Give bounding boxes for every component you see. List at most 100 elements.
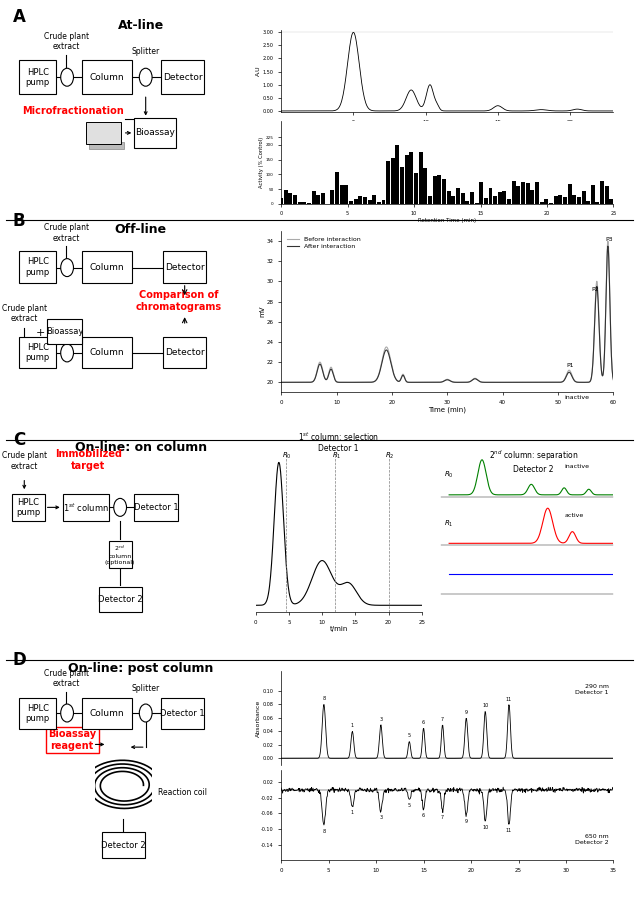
Bar xyxy=(419,152,423,204)
Bar xyxy=(488,189,493,204)
Text: HPLC
pump: HPLC pump xyxy=(26,258,50,277)
Bar xyxy=(596,202,599,204)
Before interaction xyxy=(610,374,617,385)
Y-axis label: Activity (% Control): Activity (% Control) xyxy=(259,136,265,189)
Text: 11: 11 xyxy=(506,697,512,701)
Bar xyxy=(502,191,507,204)
Text: Immobilized
target: Immobilized target xyxy=(55,449,121,471)
Text: $R_0$: $R_0$ xyxy=(444,471,454,480)
After interaction xyxy=(311,373,319,383)
Text: 6: 6 xyxy=(422,720,425,726)
Line: After interaction: After interaction xyxy=(281,246,613,383)
Bar xyxy=(493,197,497,204)
Bar xyxy=(456,188,460,204)
Before interaction xyxy=(311,373,319,383)
Bar xyxy=(288,193,293,204)
Text: HPLC
pump: HPLC pump xyxy=(16,497,40,517)
Bar xyxy=(330,189,334,204)
Text: Detector 2: Detector 2 xyxy=(98,595,143,604)
Text: C: C xyxy=(13,430,25,448)
Text: Bioassay: Bioassay xyxy=(135,128,175,137)
X-axis label: (Activity by fraction): (Activity by fraction) xyxy=(415,127,479,131)
Text: inactive: inactive xyxy=(564,395,589,400)
Before interaction xyxy=(277,377,285,388)
Legend: Before interaction, After interaction: Before interaction, After interaction xyxy=(284,233,364,251)
Text: inactive: inactive xyxy=(564,464,589,469)
Bar xyxy=(540,202,544,204)
Text: Crude plant
extract: Crude plant extract xyxy=(44,669,89,688)
Bar xyxy=(377,202,381,204)
After interaction xyxy=(536,377,544,388)
Bar xyxy=(507,199,511,204)
Before interaction xyxy=(543,377,550,388)
Bar xyxy=(544,199,548,204)
Bar xyxy=(465,201,469,204)
Text: Bioassay
reagent: Bioassay reagent xyxy=(48,729,96,751)
Text: Column: Column xyxy=(89,73,124,82)
Text: 9: 9 xyxy=(465,710,468,715)
Text: Off-line: Off-line xyxy=(114,224,167,236)
Title: 1$^{st}$ column: selection
Detector 1: 1$^{st}$ column: selection Detector 1 xyxy=(298,430,380,453)
Bar xyxy=(316,195,320,204)
Bar xyxy=(586,200,590,204)
Y-axis label: mV: mV xyxy=(259,306,265,317)
Text: B: B xyxy=(13,212,26,230)
Before interaction xyxy=(424,377,431,388)
Bar xyxy=(498,191,502,204)
After interaction xyxy=(412,377,419,388)
Text: On-line: on column: On-line: on column xyxy=(75,441,206,453)
Text: 9: 9 xyxy=(465,819,468,824)
Bar xyxy=(610,199,613,204)
Text: $R_2$: $R_2$ xyxy=(385,451,395,461)
Before interaction xyxy=(604,236,612,247)
Text: 290 nm
Detector 1: 290 nm Detector 1 xyxy=(575,684,609,695)
Text: 5: 5 xyxy=(408,734,411,738)
Bar xyxy=(363,198,367,204)
Text: P1: P1 xyxy=(566,363,574,368)
After interaction xyxy=(610,374,617,385)
Text: 3: 3 xyxy=(380,815,382,821)
Text: At-line: At-line xyxy=(118,19,164,31)
Bar xyxy=(298,201,302,204)
Line: Before interaction: Before interaction xyxy=(281,242,613,383)
Text: Bioassay: Bioassay xyxy=(46,327,84,336)
Text: On-line: post column: On-line: post column xyxy=(68,662,213,674)
Text: Comparison of
chromatograms: Comparison of chromatograms xyxy=(136,290,222,312)
Bar xyxy=(470,192,474,204)
Bar xyxy=(284,189,288,204)
Bar xyxy=(461,193,465,204)
Text: 10: 10 xyxy=(482,824,488,830)
Text: Detector: Detector xyxy=(165,348,204,357)
Text: Detector 2: Detector 2 xyxy=(101,841,146,850)
After interaction xyxy=(505,377,513,388)
Text: Reaction coil: Reaction coil xyxy=(158,788,208,797)
Text: 10: 10 xyxy=(482,703,488,709)
Text: HPLC
pump: HPLC pump xyxy=(26,343,50,362)
Bar xyxy=(535,182,539,204)
Bar xyxy=(563,198,567,204)
After interaction xyxy=(424,377,431,388)
Bar xyxy=(530,189,534,204)
Text: $R_2$: $R_2$ xyxy=(444,743,454,753)
Text: 2$^{nd}$ column: separation
Detector 2: 2$^{nd}$ column: separation Detector 2 xyxy=(489,449,578,474)
Text: Microfractionation: Microfractionation xyxy=(22,106,125,116)
Text: Column: Column xyxy=(89,262,124,272)
Text: +: + xyxy=(36,328,45,338)
Bar xyxy=(479,182,483,204)
Bar xyxy=(558,195,562,204)
Text: Detector 1: Detector 1 xyxy=(160,709,205,718)
Text: Detector: Detector xyxy=(165,262,204,272)
Bar xyxy=(451,196,455,204)
Text: HPLC
pump: HPLC pump xyxy=(26,704,50,723)
After interaction xyxy=(543,377,550,388)
Text: 3: 3 xyxy=(380,717,382,722)
Text: P2: P2 xyxy=(591,287,599,293)
After interaction xyxy=(604,241,612,251)
After interaction xyxy=(277,377,285,388)
Bar xyxy=(516,186,520,204)
Text: Splitter: Splitter xyxy=(132,683,160,692)
Text: $R_0$: $R_0$ xyxy=(282,451,291,461)
Bar xyxy=(396,145,399,204)
Bar xyxy=(442,179,446,204)
Text: Crude plant
extract: Crude plant extract xyxy=(44,32,89,51)
